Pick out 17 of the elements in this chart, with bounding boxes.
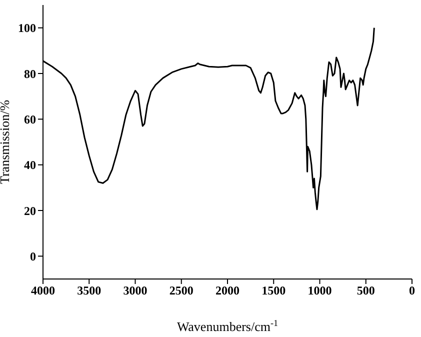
x-tick-label: 2500	[169, 284, 194, 298]
y-tick-label: 100	[18, 21, 36, 36]
x-tick-label: 3000	[123, 284, 148, 298]
x-tick-label: 4000	[31, 284, 55, 298]
y-tick-label: 0	[30, 249, 36, 264]
y-tick-label: 60	[24, 112, 36, 126]
x-tick-label: 500	[356, 284, 375, 298]
y-tick-label: 40	[24, 158, 36, 172]
x-tick-label: 1500	[262, 284, 286, 298]
x-tick-label: 2000	[216, 284, 240, 298]
y-tick-label: 80	[24, 66, 36, 81]
x-tick-label: 1000	[308, 284, 332, 298]
y-tick-label: 20	[24, 204, 36, 218]
x-axis-title: Wavenumbers/cm$^{-1}$	[176, 318, 278, 334]
x-tick-label: 0	[409, 284, 415, 298]
y-axis-title: Transmission/%	[0, 100, 12, 184]
x-tick-label: 3500	[77, 284, 102, 298]
